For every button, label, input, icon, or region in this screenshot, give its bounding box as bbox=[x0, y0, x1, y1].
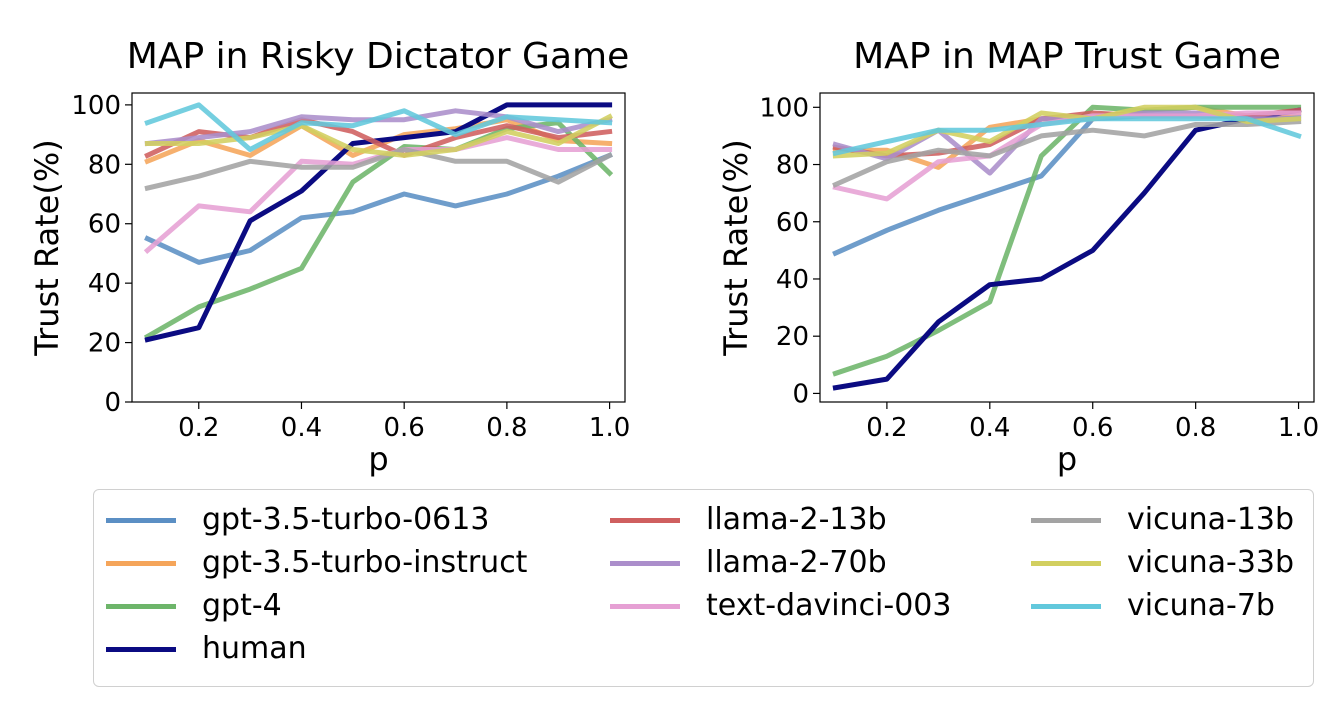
series-group bbox=[832, 104, 1302, 391]
x-tick-label: 0.8 bbox=[486, 413, 527, 443]
legend-swatch bbox=[610, 603, 680, 609]
legend-label: gpt-3.5-turbo-instruct bbox=[202, 545, 528, 580]
legend-swatch bbox=[106, 646, 176, 652]
chart-title: MAP in MAP Trust Game bbox=[853, 36, 1281, 77]
y-tick-label: 100 bbox=[759, 93, 809, 123]
x-tick-label: 0.2 bbox=[866, 413, 907, 443]
series-line-human bbox=[144, 102, 613, 343]
legend-label: gpt-4 bbox=[202, 588, 282, 623]
x-tick-label: 1.0 bbox=[589, 413, 630, 443]
legend-label: vicuna-7b bbox=[1127, 588, 1275, 623]
chart-map-trust-game: MAP in MAP Trust Game 0.2 0.4 0.6 0.8 1.0 0 20 4… bbox=[717, 36, 1319, 478]
legend-swatch bbox=[106, 603, 176, 609]
y-tick-label: 80 bbox=[88, 150, 121, 180]
x-tick-label: 0.6 bbox=[383, 413, 424, 443]
x-tick-label: 0.6 bbox=[1072, 413, 1113, 443]
legend-label: llama-2-13b bbox=[706, 502, 887, 537]
y-tick-label: 0 bbox=[104, 388, 121, 418]
y-tick-label: 40 bbox=[88, 269, 121, 299]
y-axis-label: Trust Rate(%) bbox=[28, 139, 66, 356]
x-tick-label: 1.0 bbox=[1278, 413, 1319, 443]
plot-frame bbox=[131, 92, 626, 403]
chart-risky-dictator-game: MAP in Risky Dictator Game 0.2 0.4 0.6 0.8 1.… bbox=[28, 36, 630, 478]
legend-swatch bbox=[610, 517, 680, 523]
series-line-vicuna-7b bbox=[144, 102, 613, 152]
legend-swatch bbox=[106, 560, 176, 566]
series-line-vicuna-7b bbox=[832, 116, 1302, 157]
x-tick-label: 0.4 bbox=[969, 413, 1010, 443]
legend-item-gpt-3-5-turbo-0613: gpt-3.5-turbo-0613 bbox=[106, 500, 489, 540]
legend-item-llama-2-70b: llama-2-70b bbox=[610, 543, 887, 583]
legend-swatch bbox=[610, 560, 680, 566]
series-line-vicuna-13b bbox=[144, 147, 613, 192]
plot-frame bbox=[819, 92, 1315, 403]
series-group bbox=[143, 102, 614, 343]
y-tick-label: 60 bbox=[88, 210, 121, 240]
legend-swatch bbox=[106, 517, 176, 523]
series-line-vicuna-13b bbox=[832, 118, 1302, 188]
y-tick-label: 100 bbox=[71, 91, 121, 121]
y-tick-label: 0 bbox=[792, 379, 809, 409]
legend-item-gpt-3-5-turbo-instruct: gpt-3.5-turbo-instruct bbox=[106, 543, 527, 583]
x-tick-label: 0.8 bbox=[1175, 413, 1216, 443]
y-tick-label: 60 bbox=[776, 208, 809, 238]
legend-label: human bbox=[202, 631, 307, 666]
y-tick-label: 20 bbox=[776, 322, 809, 352]
legend-swatch bbox=[1031, 560, 1101, 566]
series-line-gpt-3-5-turbo-0613 bbox=[144, 152, 613, 265]
legend-item-gpt-4: gpt-4 bbox=[106, 586, 282, 626]
series-line-vicuna-33b bbox=[144, 113, 613, 158]
y-tick-label: 40 bbox=[776, 265, 809, 295]
legend: gpt-3.5-turbo-0613 gpt-3.5-turbo-instruc… bbox=[93, 489, 1314, 687]
legend-swatch bbox=[1031, 517, 1101, 523]
legend-item-vicuna-7b: vicuna-7b bbox=[1031, 586, 1275, 626]
y-axis-label: Trust Rate(%) bbox=[717, 139, 755, 356]
legend-item-llama-2-13b: llama-2-13b bbox=[610, 500, 887, 540]
y-tick-label: 20 bbox=[88, 329, 121, 359]
legend-label: vicuna-13b bbox=[1127, 502, 1295, 537]
legend-label: gpt-3.5-turbo-0613 bbox=[202, 502, 490, 537]
legend-item-text-davinci-003: text-davinci-003 bbox=[610, 586, 951, 626]
series-line-vicuna-33b bbox=[832, 104, 1302, 159]
legend-item-vicuna-33b: vicuna-33b bbox=[1031, 543, 1294, 583]
y-tick-label: 80 bbox=[776, 151, 809, 181]
chart-title: MAP in Risky Dictator Game bbox=[127, 36, 629, 77]
legend-label: text-davinci-003 bbox=[706, 588, 952, 623]
legend-label: vicuna-33b bbox=[1127, 545, 1295, 580]
x-axis-label: p bbox=[1057, 440, 1077, 478]
x-tick-label: 0.4 bbox=[281, 413, 322, 443]
x-tick-label: 0.2 bbox=[178, 413, 219, 443]
legend-item-vicuna-13b: vicuna-13b bbox=[1031, 500, 1294, 540]
legend-label: llama-2-70b bbox=[706, 545, 887, 580]
legend-swatch bbox=[1031, 603, 1101, 609]
legend-item-human: human bbox=[106, 629, 307, 669]
x-axis-label: p bbox=[368, 440, 388, 478]
